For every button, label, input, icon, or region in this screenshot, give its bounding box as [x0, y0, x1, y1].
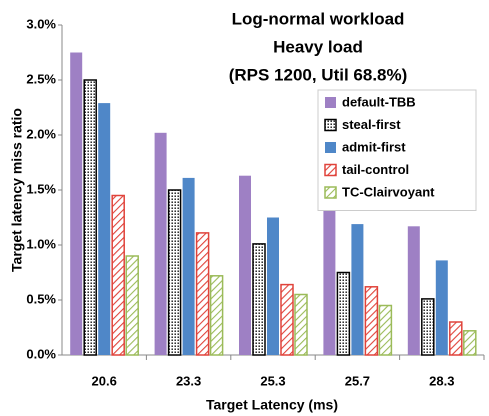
bar — [323, 195, 336, 355]
y-tick-label: 2.0% — [26, 126, 56, 141]
bar — [125, 255, 139, 356]
bar — [421, 298, 435, 356]
bar — [83, 79, 97, 356]
bar — [111, 194, 125, 356]
chart-title: Heavy load — [273, 37, 363, 56]
legend-label: admit-first — [342, 139, 406, 154]
chart-title: (RPS 1200, Util 68.8%) — [229, 65, 408, 84]
x-tick-label: 23.3 — [176, 373, 201, 388]
y-tick-label: 0.0% — [26, 346, 56, 361]
bar — [463, 330, 477, 356]
chart-title: Log-normal workload — [232, 9, 405, 28]
legend-swatch — [325, 142, 336, 153]
legend-swatch — [324, 186, 337, 199]
y-tick-label: 3.0% — [26, 16, 56, 31]
legend-label: steal-first — [342, 117, 401, 132]
bar — [407, 226, 420, 355]
bar — [70, 52, 83, 355]
bar — [435, 260, 448, 355]
bar — [209, 275, 224, 356]
bar — [280, 283, 294, 356]
x-tick-label: 28.3 — [429, 373, 454, 388]
bar — [336, 271, 351, 356]
bar — [267, 217, 279, 355]
bar — [167, 189, 182, 356]
x-tick-label: 25.3 — [260, 373, 285, 388]
x-axis-title: Target Latency (ms) — [206, 397, 338, 413]
bar — [239, 175, 251, 355]
legend-swatch — [324, 118, 337, 132]
legend-label: tail-control — [342, 162, 409, 177]
bar — [154, 132, 167, 355]
legend-label: default-TBB — [342, 94, 416, 109]
y-axis-title: Target latency miss ratio — [9, 108, 25, 272]
bar — [378, 304, 393, 356]
y-tick-label: 1.5% — [26, 181, 56, 196]
legend-box — [317, 89, 477, 211]
bar — [252, 243, 266, 356]
x-tick-label: 25.7 — [345, 373, 370, 388]
legend-swatch — [324, 163, 337, 177]
legend-label: TC-Clairvoyant — [342, 184, 435, 199]
x-tick-label: 20.6 — [92, 373, 117, 388]
y-tick-label: 0.5% — [26, 291, 56, 306]
y-tick-label: 1.0% — [26, 236, 56, 251]
legend-swatch — [325, 97, 336, 108]
bar — [351, 224, 364, 355]
y-tick-label: 2.5% — [26, 71, 56, 86]
bar — [449, 321, 463, 356]
bar — [182, 177, 195, 355]
bar — [195, 232, 210, 356]
bar — [364, 286, 379, 356]
bar — [98, 103, 111, 355]
bar — [294, 293, 308, 356]
